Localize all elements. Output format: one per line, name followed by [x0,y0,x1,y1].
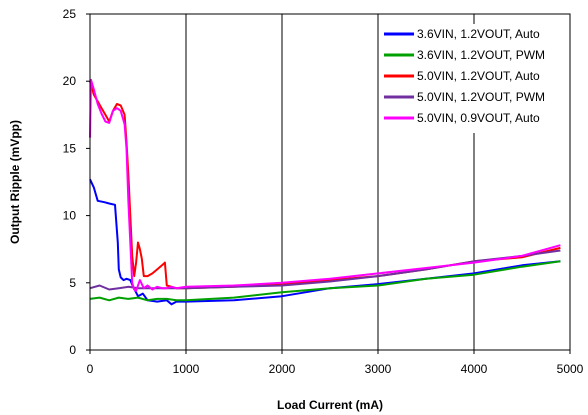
x-axis-title: Load Current (mA) [277,398,383,412]
y-axis-ticks: 0 5 10 15 20 25 [63,7,90,357]
plot-area-frame [89,13,571,351]
x-tick-label: 3000 [365,362,392,376]
y-axis-title: Output Ripple (mVpp) [8,120,22,244]
legend-label: 5.0VIN, 1.2VOUT, Auto [417,69,540,83]
y-tick-label: 10 [63,209,77,223]
legend-label: 5.0VIN, 0.9VOUT, Auto [417,111,540,125]
x-tick-label: 0 [87,362,94,376]
legend-box [380,24,566,133]
y-tick-label: 5 [69,276,76,290]
chart-series-lines [89,78,561,306]
x-tick-label: 4000 [461,362,488,376]
x-tick-label: 2000 [269,362,296,376]
y-tick-label: 20 [63,74,77,88]
chart-legend: 3.6VIN, 1.2VOUT, Auto 3.6VIN, 1.2VOUT, PW… [380,24,566,133]
series-line-2 [89,260,561,302]
legend-label: 5.0VIN, 1.2VOUT, PWM [417,90,545,104]
x-tick-label: 1000 [173,362,200,376]
y-tick-label: 0 [69,343,76,357]
series-line-1 [89,178,561,306]
x-axis-ticks: 0 1000 2000 3000 4000 5000 [87,350,584,376]
x-tick-label: 5000 [557,362,584,376]
legend-label: 3.6VIN, 1.2VOUT, Auto [417,27,540,41]
legend-label: 3.6VIN, 1.2VOUT, PWM [417,48,545,62]
y-tick-label: 15 [63,141,77,155]
series-line-5 [89,78,561,292]
y-tick-label: 25 [63,7,77,21]
